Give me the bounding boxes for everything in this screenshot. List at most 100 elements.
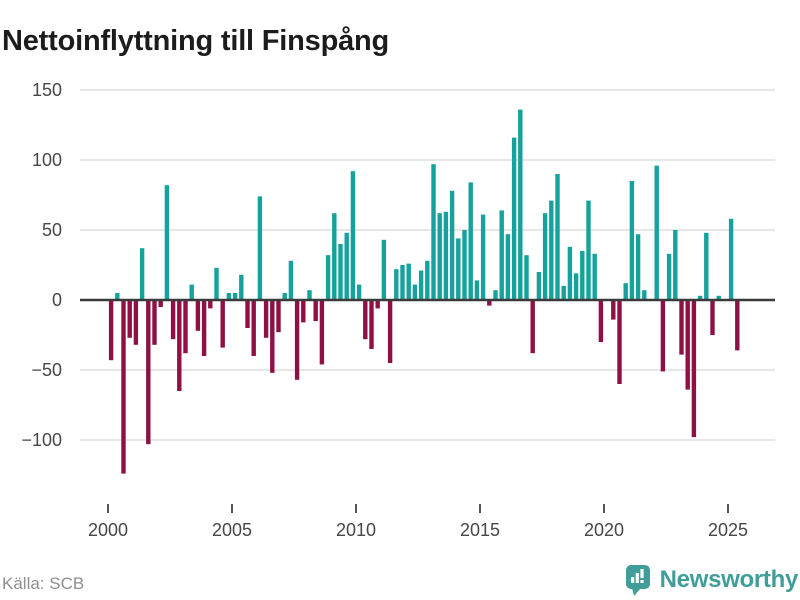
bar	[549, 200, 554, 300]
newsworthy-logo-icon	[625, 564, 650, 596]
y-tick-label: 150	[32, 80, 62, 100]
bar	[375, 300, 380, 309]
bar	[307, 290, 312, 300]
newsworthy-logo-text: Newsworthy	[659, 566, 799, 593]
bar	[697, 295, 703, 300]
y-tick-label: 0	[52, 290, 62, 310]
bar	[363, 300, 368, 340]
bar	[152, 300, 157, 345]
bar	[654, 165, 659, 300]
bar	[617, 300, 622, 384]
bar	[437, 213, 442, 300]
x-tick-label: 2015	[460, 520, 500, 540]
bar	[127, 300, 132, 338]
bar	[660, 300, 666, 372]
bar	[387, 300, 393, 363]
bar	[381, 239, 387, 300]
x-tick-label: 2020	[584, 520, 624, 540]
bar	[536, 272, 542, 300]
bar	[673, 230, 678, 300]
page-title: Nettoinflyttning till Finspång	[2, 25, 390, 58]
bar	[456, 238, 461, 300]
bar	[369, 300, 374, 349]
bar	[301, 300, 306, 323]
bar	[133, 300, 139, 345]
bar	[468, 182, 473, 300]
bar	[251, 300, 256, 356]
newsworthy-logo: Newsworthy	[625, 562, 798, 598]
bar	[208, 300, 213, 309]
bar	[611, 300, 616, 320]
bar	[511, 137, 517, 300]
bar	[666, 253, 672, 300]
bar	[443, 211, 449, 300]
bar	[412, 284, 418, 300]
x-tick-label: 2010	[336, 520, 376, 540]
bar	[735, 300, 740, 351]
bar	[115, 293, 120, 300]
bar	[629, 181, 635, 300]
bar	[146, 300, 151, 445]
bar	[425, 260, 430, 300]
bar	[691, 300, 697, 438]
bar	[710, 300, 715, 335]
bar	[189, 284, 194, 300]
bar	[728, 218, 734, 300]
bar	[325, 255, 331, 300]
bar	[344, 232, 349, 300]
bar	[642, 290, 647, 300]
bar	[418, 270, 424, 300]
bar	[635, 234, 641, 300]
bar	[530, 300, 535, 354]
bar	[108, 300, 114, 361]
bar	[474, 280, 480, 300]
bar	[294, 300, 300, 380]
bar	[394, 269, 399, 300]
bar	[350, 171, 356, 300]
bar	[332, 213, 337, 300]
bar	[679, 300, 684, 355]
bar	[592, 253, 597, 300]
bar	[121, 300, 126, 474]
bar	[239, 274, 244, 300]
bar	[580, 251, 585, 300]
x-tick-label: 2025	[708, 520, 748, 540]
bar	[214, 267, 219, 300]
bar	[716, 295, 721, 300]
y-tick-label: −50	[31, 360, 62, 380]
bar	[462, 230, 467, 300]
bar	[338, 244, 343, 300]
bar	[313, 300, 318, 321]
bar	[573, 273, 579, 300]
bar	[276, 300, 281, 333]
y-tick-label: 50	[42, 220, 62, 240]
source-label: Källa: SCB	[2, 574, 85, 593]
bar	[400, 265, 405, 300]
bar	[561, 286, 566, 300]
bar	[245, 300, 250, 328]
bar	[542, 213, 548, 300]
y-tick-label: 100	[32, 150, 62, 170]
bar	[555, 174, 560, 300]
bar	[263, 300, 269, 338]
bar	[139, 248, 145, 300]
bar	[164, 185, 170, 300]
bar	[406, 263, 411, 300]
bar	[480, 214, 486, 300]
bar	[183, 300, 188, 354]
bar	[282, 293, 287, 300]
bar	[598, 300, 604, 342]
bar	[232, 293, 238, 300]
bar	[524, 255, 529, 300]
x-tick-label: 2005	[212, 520, 252, 540]
bar	[449, 190, 455, 300]
bar	[288, 260, 294, 300]
bar	[493, 290, 498, 300]
x-tick-label: 2000	[88, 520, 128, 540]
bar	[170, 300, 176, 340]
bar	[270, 300, 275, 373]
bar	[356, 284, 362, 300]
bar	[518, 109, 523, 300]
bar	[220, 300, 225, 348]
